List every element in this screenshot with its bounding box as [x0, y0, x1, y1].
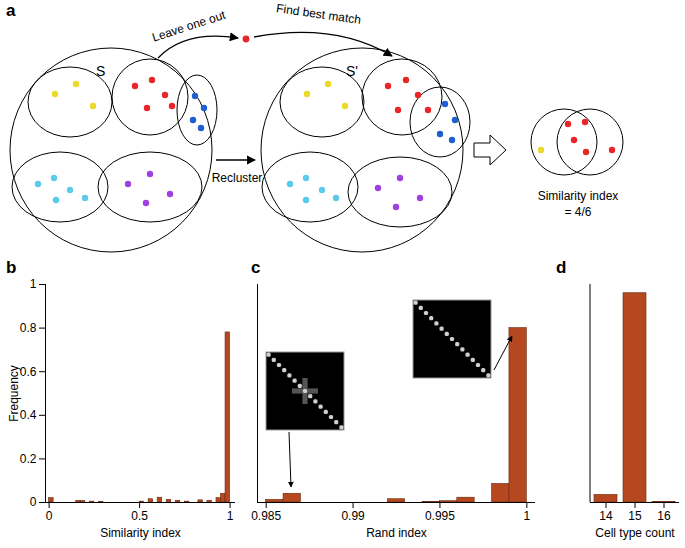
- svg-text:0: 0: [30, 495, 37, 509]
- svg-text:0.4: 0.4: [20, 408, 37, 422]
- svg-text:Similarity index: Similarity index: [538, 189, 619, 203]
- svg-text:S: S: [96, 63, 105, 79]
- svg-text:Leave one out: Leave one out: [150, 8, 227, 45]
- svg-text:Frequency: Frequency: [7, 365, 21, 422]
- svg-text:0: 0: [46, 509, 53, 523]
- svg-text:Rand index: Rand index: [366, 526, 427, 540]
- svg-text:0.99: 0.99: [341, 509, 365, 523]
- svg-text:0.5: 0.5: [131, 509, 148, 523]
- svg-text:1: 1: [227, 509, 234, 523]
- html-text:c: c: [251, 258, 261, 277]
- svg-text:0.6: 0.6: [20, 365, 37, 379]
- svg-text:Find best match: Find best match: [275, 1, 361, 27]
- svg-text:0.2: 0.2: [20, 452, 37, 466]
- svg-text:0.995: 0.995: [425, 509, 455, 523]
- svg-text:a: a: [6, 1, 16, 20]
- svg-text:Recluster: Recluster: [212, 171, 263, 185]
- svg-text:= 4/6: = 4/6: [564, 205, 591, 219]
- svg-text:1: 1: [523, 509, 530, 523]
- svg-text:Cell type count: Cell type count: [595, 526, 675, 540]
- svg-text:16: 16: [657, 509, 671, 523]
- svg-text:0.985: 0.985: [251, 509, 281, 523]
- svg-text:14: 14: [599, 509, 613, 523]
- svg-text:0.8: 0.8: [20, 321, 37, 335]
- svg-text:1: 1: [30, 277, 37, 291]
- html-text:d: d: [556, 258, 567, 277]
- svg-text:Similarity index: Similarity index: [100, 526, 181, 540]
- svg-text:S': S': [346, 63, 358, 79]
- html-text:b: b: [6, 258, 17, 277]
- svg-text:15: 15: [628, 509, 642, 523]
